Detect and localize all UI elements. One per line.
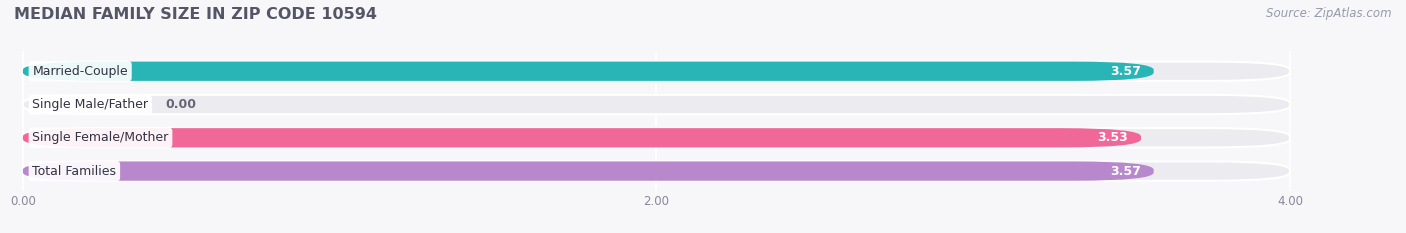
FancyBboxPatch shape (22, 128, 1142, 147)
FancyBboxPatch shape (22, 128, 1289, 147)
Text: 0.00: 0.00 (166, 98, 197, 111)
Text: Single Male/Father: Single Male/Father (32, 98, 149, 111)
Text: MEDIAN FAMILY SIZE IN ZIP CODE 10594: MEDIAN FAMILY SIZE IN ZIP CODE 10594 (14, 7, 377, 22)
FancyBboxPatch shape (22, 62, 1289, 81)
Text: Single Female/Mother: Single Female/Mother (32, 131, 169, 144)
Text: 3.57: 3.57 (1111, 65, 1142, 78)
FancyBboxPatch shape (22, 62, 1154, 81)
FancyBboxPatch shape (22, 161, 1289, 181)
Text: Married-Couple: Married-Couple (32, 65, 128, 78)
Text: Source: ZipAtlas.com: Source: ZipAtlas.com (1267, 7, 1392, 20)
Text: 3.57: 3.57 (1111, 164, 1142, 178)
FancyBboxPatch shape (22, 95, 1289, 114)
Text: 3.53: 3.53 (1098, 131, 1129, 144)
FancyBboxPatch shape (22, 161, 1154, 181)
Text: Total Families: Total Families (32, 164, 117, 178)
